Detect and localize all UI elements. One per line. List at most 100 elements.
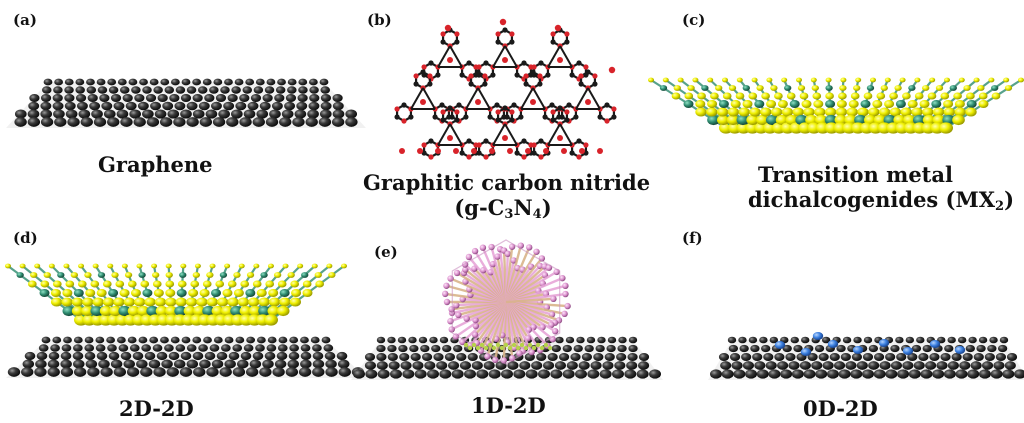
rod-tip-atom (453, 302, 460, 309)
carbon-atom (913, 361, 925, 370)
quantum-dot (800, 348, 812, 356)
carbon-atom (54, 117, 67, 127)
carbon-atom (595, 344, 605, 353)
metal-atom (866, 85, 875, 91)
carbon-atom (84, 336, 94, 344)
carbon-atom (607, 336, 617, 344)
carbon-atom (612, 369, 624, 379)
carbon-atom (310, 336, 320, 344)
chalcogen-atom (50, 289, 61, 297)
carbon-atom (850, 369, 863, 379)
tmd-layer-d (5, 263, 347, 326)
carbon-atom (604, 353, 615, 361)
chalcogen-atom (810, 77, 817, 83)
carbon-atom (154, 109, 167, 119)
interface-atom (547, 345, 553, 351)
carbon-atom (325, 359, 337, 369)
panel-label-b: (b) (367, 11, 392, 29)
graphene-sheet-d (6, 336, 366, 378)
carbon-atom (287, 78, 297, 86)
carbon-atom (638, 353, 650, 361)
bond (465, 87, 479, 110)
carbon-atom (483, 361, 495, 370)
carbon-atom (801, 336, 810, 344)
carbon-atom (338, 367, 351, 377)
carbon-atom (279, 117, 292, 127)
nitrogen-atom (557, 135, 563, 141)
carbon-atom (89, 101, 101, 111)
chalcogen-atom (814, 114, 828, 126)
carbon-atom (323, 344, 334, 352)
chalcogen-atom (801, 100, 812, 108)
metal-atom (97, 272, 106, 278)
carbon-atom (132, 351, 144, 361)
carbon-atom (957, 336, 967, 344)
carbon-atom (259, 101, 271, 111)
chalcogen-atom (177, 280, 187, 288)
carbon-atom (932, 369, 945, 379)
carbon-atom (161, 359, 173, 369)
chalcogen-atom (716, 114, 730, 126)
carbon-atom (845, 361, 857, 370)
metal-atom (736, 114, 750, 126)
carbon-atom (53, 86, 63, 94)
carbon-atom (21, 367, 34, 377)
carbon-atom (907, 353, 918, 361)
carbon-atom (408, 336, 417, 344)
carbon-atom (228, 351, 240, 361)
metal-atom (912, 114, 926, 126)
chalcogen-atom (279, 297, 291, 307)
carbon-atom (401, 102, 407, 108)
carbon-atom (129, 109, 142, 119)
bond (437, 45, 451, 68)
carbon-atom (456, 353, 467, 361)
chalcogen-atom (939, 122, 953, 134)
chalcogen-atom (302, 289, 313, 297)
carbon-atom (86, 78, 95, 86)
chalcogen-atom (209, 263, 216, 269)
chalcogen-atom (233, 289, 244, 297)
carbon-atom (73, 367, 87, 377)
chalcogen-atom (224, 263, 231, 269)
carbon-atom (192, 109, 205, 119)
graphene-sheet-a (6, 78, 366, 128)
carbon-atom (239, 117, 252, 127)
carbon-atom (312, 367, 325, 377)
nitrogen-atom (585, 99, 591, 105)
rod-tip-atom (479, 244, 487, 251)
chalcogen-atom (965, 107, 977, 117)
carbon-atom (125, 101, 137, 111)
bond (410, 87, 424, 110)
carbon-atom (521, 138, 527, 144)
nitrogen-atom (543, 148, 549, 154)
chalcogen-atom (742, 100, 753, 108)
carbon-atom (911, 344, 922, 353)
chalcogen-atom (872, 100, 883, 108)
carbon-atom (285, 367, 299, 377)
metal-atom (789, 100, 800, 108)
chalcogen-atom (124, 272, 133, 278)
rod-tip-atom (559, 274, 566, 282)
carbon-atom (148, 359, 161, 369)
carbon-atom (211, 359, 224, 369)
carbon-atom (243, 344, 254, 352)
chalcogen-atom (727, 107, 740, 117)
metal-atom (260, 272, 268, 278)
carbon-atom (275, 86, 286, 94)
chalcogen-atom (662, 77, 669, 83)
chalcogen-atom (302, 280, 312, 288)
carbon-atom (319, 78, 329, 86)
carbon-atom (856, 361, 868, 370)
carbon-atom (833, 361, 846, 370)
carbon-atom (289, 344, 300, 352)
carbon-atom (947, 361, 959, 370)
carbon-atom (308, 78, 318, 86)
chalcogen-atom (238, 263, 245, 269)
carbon-atom (501, 369, 513, 379)
chalcogen-atom (82, 297, 94, 307)
carbon-atom (73, 359, 85, 369)
carbon-atom (224, 336, 234, 344)
chalcogen-atom (265, 280, 275, 288)
carbon-atom (951, 353, 962, 361)
carbon-atom (432, 114, 438, 120)
